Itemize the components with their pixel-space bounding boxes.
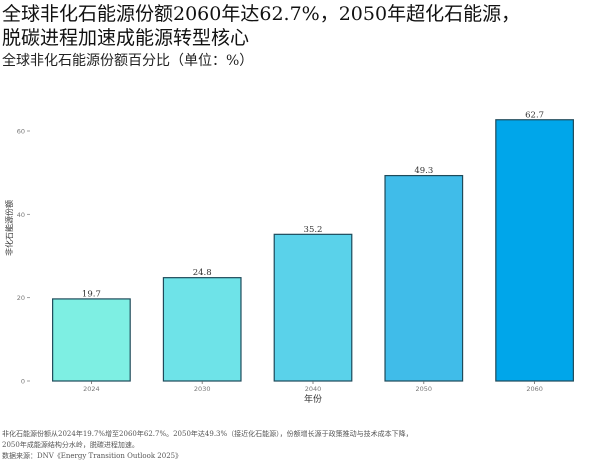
y-tick-label: 20: [17, 294, 25, 302]
data-label-2040: 35.2: [304, 225, 323, 235]
bars: [52, 119, 574, 382]
x-axis-label: 年份: [304, 393, 322, 405]
footnote-line-2: 2050年成能源结构分水岭，脱碳进程加速。: [2, 441, 139, 449]
y-axis: 0 20 40 60: [17, 128, 30, 386]
x-tick-label: 2050: [416, 385, 433, 393]
data-label-2060: 62.7: [525, 110, 544, 120]
bar-2030: [162, 277, 242, 382]
y-axis-label: 非化石能源份额: [4, 200, 14, 256]
y-tick-label: 40: [17, 211, 25, 219]
x-tick-label: 2024: [83, 385, 100, 393]
x-tick-label: 2040: [305, 385, 322, 393]
x-tick-label: 2060: [526, 385, 543, 393]
data-label-2030: 24.8: [193, 268, 212, 278]
y-tick-label: 60: [17, 128, 25, 136]
data-source: 数据来源：DNV《Energy Transition Outlook 2025》: [2, 452, 183, 460]
y-tick-label: 0: [21, 378, 25, 386]
x-axis: 2024 2030 2040 2050 2060: [83, 381, 543, 393]
bar-2040: [273, 233, 353, 382]
data-label-2024: 19.7: [82, 289, 101, 299]
footnote-line-1: 非化石能源份额从2024年19.7%增至2060年62.7%。2050年达49.…: [2, 430, 413, 438]
bar-2050: [384, 174, 464, 382]
bar-2024: [52, 298, 131, 382]
x-tick-label: 2030: [194, 385, 211, 393]
data-labels: 19.7 24.8 35.2 49.3 62.7: [82, 110, 544, 299]
bar-2060: [495, 119, 574, 382]
chart-title: 全球非化石能源份额2060年达62.7%，2050年超化石能源， 脱碳进程加速成…: [2, 3, 521, 49]
data-label-2050: 49.3: [414, 166, 433, 176]
chart-subtitle: 全球非化石能源份额百分比（单位：%）: [2, 53, 254, 69]
